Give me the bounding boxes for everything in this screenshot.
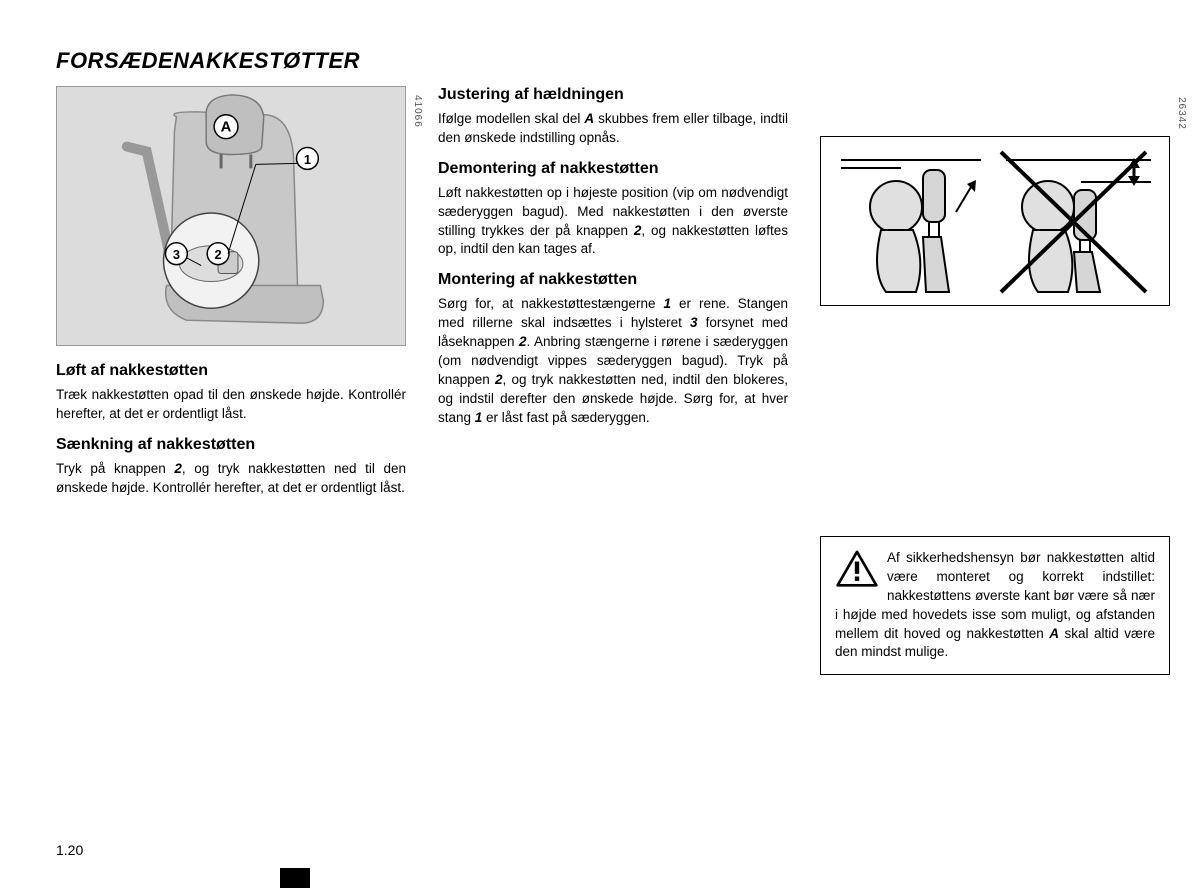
text-remove: Løft nakkestøtten op i højeste position … <box>438 184 788 260</box>
heading-lower: Sænkning af nakkestøtten <box>56 436 406 454</box>
marker-1-label: 1 <box>304 152 311 167</box>
marker-2-label: 2 <box>215 247 222 262</box>
image-reference-number: 41066 <box>412 95 423 128</box>
column-3: 26342 <box>820 86 1170 675</box>
page-title: FORSÆDENAKKESTØTTER <box>56 48 1170 74</box>
text-tilt: Ifølge modellen skal del A skubbes frem … <box>438 110 788 148</box>
warning-text: Af sikkerhedshensyn bør nakkestøtten alt… <box>835 550 1155 659</box>
manual-page: FORSÆDENAKKESTØTTER 41066 <box>0 0 1200 715</box>
marker-3-label: 3 <box>173 247 180 262</box>
text-install: Sørg for, at nakkestøttestængerne 1 er r… <box>438 295 788 427</box>
seat-illustration: 41066 <box>56 86 406 346</box>
headrest-diagram: 26342 <box>820 136 1170 306</box>
safety-warning-box: Af sikkerhedshensyn bør nakkestøtten alt… <box>820 536 1170 675</box>
diagram-reference-number: 26342 <box>1176 97 1187 130</box>
text-raise: Træk nakkestøtten opad til den ønskede h… <box>56 386 406 424</box>
column-layout: 41066 <box>56 86 1170 675</box>
page-tab-marker <box>280 868 310 888</box>
heading-remove: Demontering af nakkestøtten <box>438 160 788 178</box>
column-2: Justering af hældningen Ifølge modellen … <box>438 86 788 675</box>
heading-raise: Løft af nakkestøtten <box>56 362 406 380</box>
marker-a-label: A <box>221 120 232 136</box>
warning-triangle-icon <box>835 549 879 589</box>
heading-install: Montering af nakkestøtten <box>438 271 788 289</box>
text-lower: Tryk på knappen 2, og tryk nakkestøtten … <box>56 460 406 498</box>
page-number: 1.20 <box>56 842 83 858</box>
heading-tilt: Justering af hældningen <box>438 86 788 104</box>
column-1: 41066 <box>56 86 406 675</box>
